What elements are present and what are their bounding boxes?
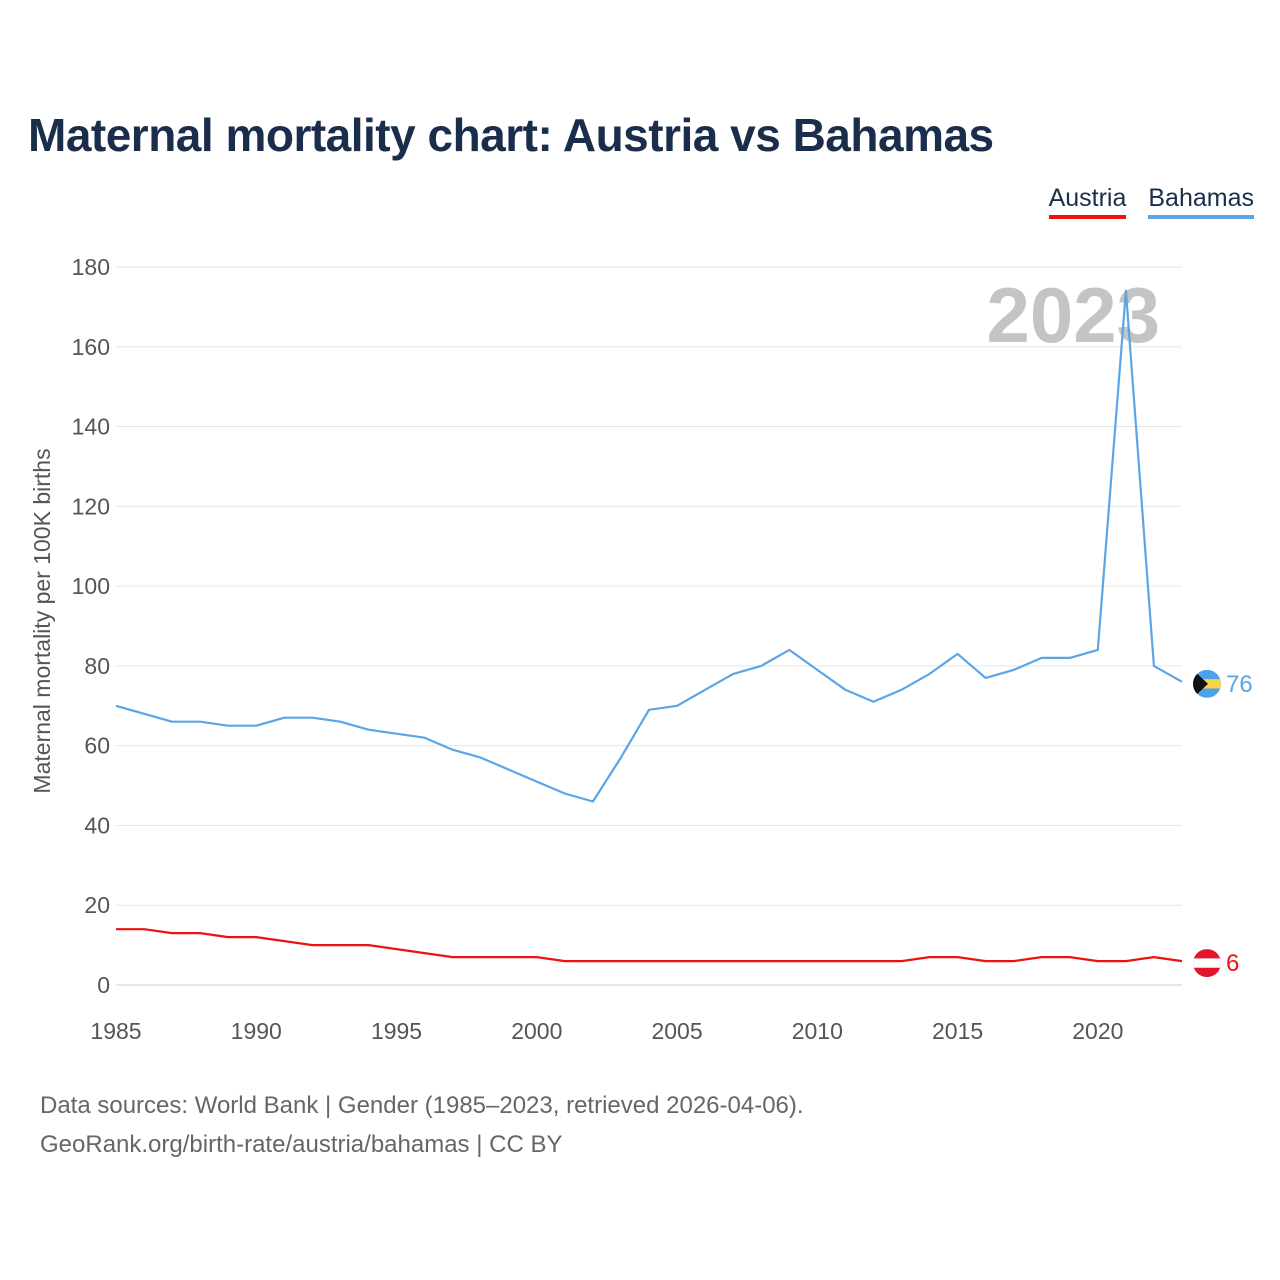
y-tick-label: 140 bbox=[72, 414, 110, 440]
series-line-austria[interactable] bbox=[116, 928, 1183, 963]
chart-title: Maternal mortality chart: Austria vs Bah… bbox=[28, 109, 994, 161]
series-line-bahamas[interactable] bbox=[115, 289, 1183, 803]
end-value-label-austria: 6 bbox=[1226, 950, 1239, 977]
austria-flag-icon bbox=[1193, 949, 1221, 978]
bahamas-flag-icon bbox=[1193, 669, 1221, 698]
y-tick-label: 60 bbox=[84, 733, 110, 759]
x-tick-label: 2020 bbox=[1072, 1018, 1123, 1044]
y-tick-label: 100 bbox=[72, 573, 110, 599]
x-tick-label: 2015 bbox=[932, 1018, 983, 1044]
x-tick-label: 1995 bbox=[371, 1018, 422, 1044]
line-chart: 0 20 40 60 80 100 120 140 160 180 1985 1990 1995 200… bbox=[29, 254, 1253, 1044]
y-axis-ticks: 0 20 40 60 80 100 120 140 160 180 bbox=[72, 254, 110, 998]
y-tick-label: 20 bbox=[84, 892, 110, 918]
y-axis-label: Maternal mortality per 100K births bbox=[29, 448, 55, 793]
year-watermark: 2023 bbox=[986, 271, 1160, 359]
legend-item-austria[interactable]: Austria bbox=[1048, 184, 1127, 219]
x-tick-label: 1985 bbox=[90, 1018, 141, 1044]
grid-lines bbox=[116, 266, 1182, 986]
footer: Data sources: World Bank | Gender (1985–… bbox=[40, 1086, 804, 1164]
series-lines bbox=[115, 289, 1183, 963]
end-markers: 76 6 bbox=[1193, 669, 1253, 978]
x-tick-label: 2010 bbox=[792, 1018, 843, 1044]
y-tick-label: 160 bbox=[72, 334, 110, 360]
footer-sources: Data sources: World Bank | Gender (1985–… bbox=[40, 1092, 804, 1119]
y-tick-label: 40 bbox=[84, 812, 110, 838]
legend-item-bahamas[interactable]: Bahamas bbox=[1148, 184, 1254, 219]
y-tick-label: 180 bbox=[72, 254, 110, 280]
footer-credit: GeoRank.org/birth-rate/austria/bahamas |… bbox=[40, 1131, 563, 1158]
y-tick-label: 80 bbox=[84, 653, 110, 679]
x-tick-label: 1990 bbox=[231, 1018, 282, 1044]
x-tick-label: 2000 bbox=[511, 1018, 562, 1044]
x-axis-ticks: 1985 1990 1995 2000 2005 2010 2015 2020 bbox=[90, 1018, 1123, 1044]
legend: Austria Bahamas bbox=[1048, 184, 1254, 219]
end-value-label-bahamas: 76 bbox=[1226, 671, 1253, 698]
x-tick-label: 2005 bbox=[651, 1018, 702, 1044]
y-tick-label: 120 bbox=[72, 493, 110, 519]
y-tick-label: 0 bbox=[97, 972, 110, 998]
